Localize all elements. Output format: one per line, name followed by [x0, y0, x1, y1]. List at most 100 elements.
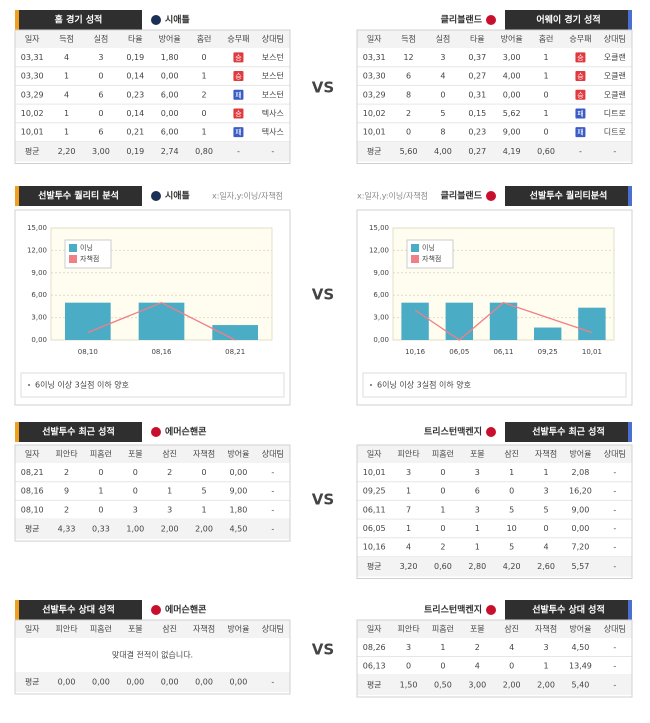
table-header: 삼진 — [504, 449, 519, 459]
average-bg — [15, 672, 290, 692]
team-name: 에머슨핸콘 — [165, 604, 206, 616]
table-cell: 1 — [98, 487, 103, 496]
table-cell: 0 — [406, 661, 411, 670]
table-header: 피안타 — [56, 624, 79, 634]
table-cell: 0 — [440, 524, 445, 533]
result-icon — [575, 52, 586, 63]
table-cell: 오클랜 — [604, 71, 626, 81]
table-cell: 1 — [544, 72, 549, 81]
tab — [505, 186, 632, 206]
table-cell: 4,50 — [572, 643, 590, 652]
table-cell: - — [271, 147, 274, 156]
table-header: 상대팀 — [604, 624, 626, 634]
table-cell: 0 — [98, 505, 103, 514]
table-header: 피홈런 — [90, 624, 112, 634]
footnote-box — [362, 372, 627, 398]
table-cell: 5,60 — [400, 147, 418, 156]
table-cell: 08,16 — [21, 487, 44, 496]
result-icon — [575, 71, 586, 82]
y-tick-label: 0,00 — [373, 336, 389, 344]
tab — [15, 10, 142, 30]
table-cell: 12 — [403, 53, 413, 62]
result-label: 패 — [235, 128, 241, 137]
table-header: 일자 — [367, 450, 382, 459]
table-cell: 5 — [202, 487, 207, 496]
table-cell: 0,60 — [537, 147, 555, 156]
table-cell: 0,00 — [230, 678, 248, 687]
table-cell: 3 — [544, 643, 549, 652]
table-cell: - — [613, 543, 616, 552]
table-cell: 9 — [64, 487, 69, 496]
table-cell: 3,00 — [92, 147, 110, 156]
y-tick-label: 9,00 — [373, 269, 389, 277]
table-header-bg — [15, 620, 290, 638]
table-cell: 0 — [98, 72, 103, 81]
table-cell: 1,80 — [161, 53, 179, 62]
table-cell: 0 — [98, 468, 103, 477]
table-cell: 4 — [440, 72, 445, 81]
legend-swatch — [411, 255, 419, 263]
table-header: 타율 — [128, 35, 143, 44]
table-header: 포볼 — [470, 624, 485, 634]
table-cell: 0,00 — [92, 678, 110, 687]
table-cell: 10,02 — [21, 109, 44, 118]
table-cell: 06,05 — [363, 524, 386, 533]
table-cell: 3,00 — [468, 681, 486, 690]
vs-label: VS — [312, 286, 334, 304]
footnote-bullet — [370, 384, 372, 386]
table-cell: 0,60 — [434, 562, 452, 571]
table-cell: - — [271, 468, 274, 477]
table-cell: 6 — [98, 90, 103, 99]
legend-label: 자책점 — [80, 254, 99, 263]
team-logo — [151, 191, 161, 201]
table-header: 홈런 — [539, 34, 554, 44]
vs-label: VS — [312, 491, 334, 509]
table-cell: 디트로 — [604, 109, 626, 118]
footnote-box — [20, 372, 285, 398]
table-cell: 0,14 — [126, 72, 144, 81]
table-cell: 3 — [440, 53, 445, 62]
table-cell: 2,00 — [195, 525, 213, 534]
table-border — [14, 444, 291, 542]
table-header: 자책점 — [535, 624, 557, 634]
tab — [505, 600, 632, 620]
table-cell: 보스턴 — [262, 52, 284, 62]
table-cell: 1 — [64, 72, 69, 81]
team-logo — [151, 15, 161, 25]
table-cell: 03,30 — [363, 72, 386, 81]
table-cell: 3,20 — [400, 562, 418, 571]
team-logo — [486, 15, 496, 25]
table-cell: 평균 — [367, 680, 382, 690]
table-cell: 디트로 — [604, 128, 626, 137]
legend-swatch — [69, 244, 77, 252]
tab — [505, 422, 632, 442]
table-cell: 0,27 — [468, 72, 486, 81]
table-header: 방어율 — [227, 449, 249, 459]
bar — [64, 302, 111, 340]
table-header: 방어율 — [501, 34, 523, 44]
table-header: 홈런 — [197, 34, 212, 44]
table-cell: 7,20 — [572, 543, 590, 552]
x-tick-label: 10,16 — [405, 348, 426, 356]
table-header: 포볼 — [128, 624, 143, 634]
table-cell: 오클랜 — [604, 52, 626, 62]
table-cell: 4,00 — [434, 147, 452, 156]
table-cell: - — [613, 661, 616, 670]
table-cell: 0 — [202, 468, 207, 477]
team-name: 트리스턴맥켄지 — [424, 426, 482, 438]
tab-title: 선발투수 상대 성적 — [532, 604, 605, 616]
table-cell: 1 — [440, 643, 445, 652]
table-cell: 6,00 — [161, 90, 179, 99]
table-header: 피안타 — [398, 624, 421, 634]
table-header-bg — [15, 30, 290, 48]
table-cell: 0 — [509, 487, 514, 496]
y-tick-label: 6,00 — [31, 291, 47, 299]
tab-accent — [628, 10, 632, 30]
table-cell: - — [613, 681, 616, 690]
table-cell: 1 — [440, 505, 445, 514]
result-icon — [575, 108, 586, 119]
table-cell: - — [579, 147, 582, 156]
table-header: 삼진 — [162, 449, 177, 459]
table-cell: 평균 — [25, 146, 40, 156]
table-cell: 9,00 — [503, 128, 521, 137]
